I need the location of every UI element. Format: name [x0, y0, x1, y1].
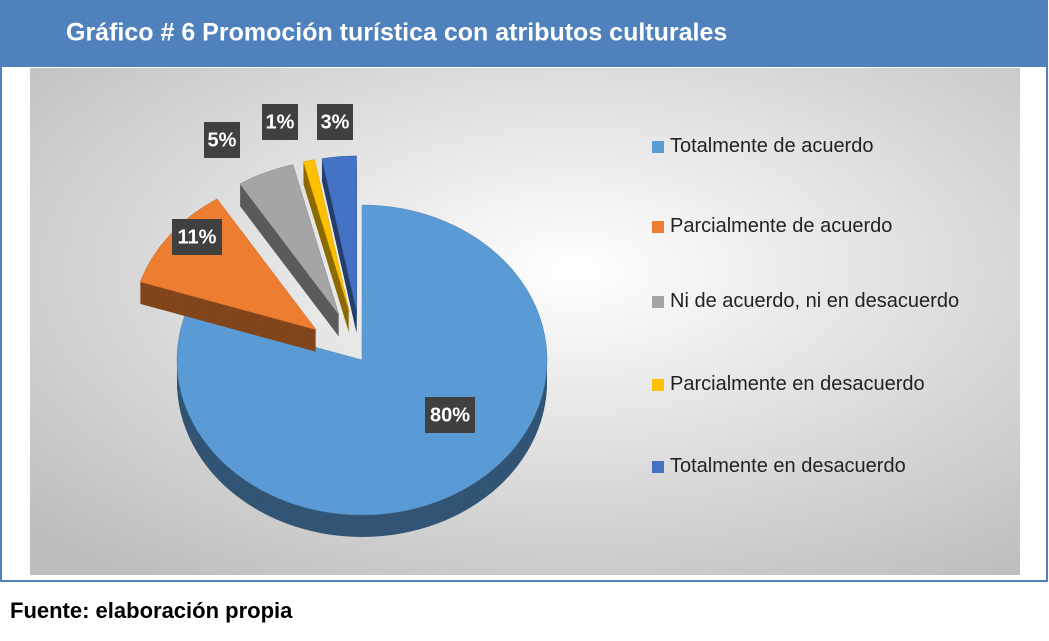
legend-swatch: [652, 379, 664, 391]
legend-item: Totalmente en desacuerdo: [652, 450, 985, 483]
data-label-box: [172, 219, 222, 255]
data-label-box: [317, 104, 353, 140]
legend-label: Parcialmente de acuerdo: [670, 215, 893, 237]
legend-item: Totalmente de acuerdo: [652, 130, 985, 163]
legend-label: Totalmente de acuerdo: [670, 135, 874, 157]
slice: [303, 159, 350, 334]
chart-title: Gráfico # 6 Promoción turística con atri…: [66, 19, 727, 47]
slice: [321, 155, 357, 333]
legend-label: Ni de acuerdo, ni en desacuerdo: [670, 290, 960, 312]
slice-top: [321, 155, 357, 311]
data-label: 1%: [266, 111, 295, 133]
source: Fuente: elaboración propia: [10, 598, 293, 623]
data-label: 3%: [321, 111, 350, 133]
slice-top: [303, 159, 350, 312]
title-bar: [1, 1, 1047, 67]
legend-swatch: [652, 221, 664, 233]
legend-swatch: [652, 296, 664, 308]
legend-swatch: [652, 141, 664, 153]
slice: [239, 164, 340, 337]
legend-label: Totalmente en desacuerdo: [670, 455, 906, 477]
data-label: 80%: [430, 404, 470, 426]
data-label: 5%: [208, 129, 237, 151]
data-label: 11%: [178, 226, 217, 248]
legend-item: Parcialmente de acuerdo: [652, 210, 985, 243]
pie: [139, 155, 548, 537]
legend-swatch: [652, 461, 664, 473]
slice: [176, 204, 548, 537]
legend-item: Ni de acuerdo, ni en desacuerdo: [652, 285, 985, 318]
legend-label: Parcialmente en desacuerdo: [670, 373, 925, 395]
data-label-box: [425, 397, 475, 433]
data-label-box: [262, 104, 298, 140]
slice-top: [239, 164, 340, 315]
data-label-box: [204, 122, 240, 158]
slice-top: [176, 204, 548, 516]
legend-item: Parcialmente en desacuerdo: [652, 368, 985, 401]
